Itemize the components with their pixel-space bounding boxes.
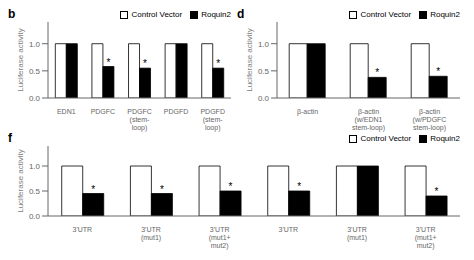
html-text:Roquin2: Roquin2: [430, 134, 460, 143]
svg-text:β-actin(w/PDGFCstem-loop): β-actin(w/PDGFCstem-loop): [413, 108, 447, 132]
svg-text:β-actin: β-actin: [297, 108, 318, 116]
svg-text:1.0: 1.0: [29, 40, 41, 49]
svg-text:0.0: 0.0: [29, 212, 41, 221]
svg-text:3'UTR: 3'UTR: [73, 226, 93, 233]
html-text:d: d: [237, 7, 245, 21]
svg-text:3'UTR(mut1+mut2): 3'UTR(mut1+mut2): [415, 226, 437, 250]
svg-text:3'UTR(mut1): 3'UTR(mut1): [347, 226, 367, 242]
svg-text:1.0: 1.0: [258, 40, 270, 49]
svg-text:0.5: 0.5: [29, 67, 41, 76]
svg-text:*: *: [143, 58, 147, 69]
svg-text:*: *: [297, 181, 301, 192]
svg-text:0.0: 0.0: [29, 94, 41, 103]
svg-text:*: *: [435, 186, 439, 197]
svg-text:3'UTR: 3'UTR: [279, 226, 299, 233]
svg-text:0.5: 0.5: [258, 67, 270, 76]
svg-text:Luciferase activity: Luciferase activity: [16, 149, 25, 213]
svg-text:PDGFC(stem-loop): PDGFC(stem-loop): [127, 108, 152, 132]
svg-text:PDGFD(stem-loop): PDGFD(stem-loop): [200, 108, 225, 132]
svg-text:3'UTR(mut1+mut2): 3'UTR(mut1+mut2): [209, 226, 231, 250]
svg-text:EDN1: EDN1: [57, 108, 76, 115]
svg-text:*: *: [375, 67, 379, 78]
svg-text:0.5: 0.5: [29, 187, 41, 196]
html-text:Control Vector: Control Vector: [131, 10, 183, 19]
svg-text:1.0: 1.0: [29, 162, 41, 171]
html-text:Control Vector: Control Vector: [360, 10, 412, 19]
html-text:Roquin2: Roquin2: [430, 10, 460, 19]
svg-text:*: *: [229, 181, 233, 192]
svg-text:*: *: [91, 184, 95, 195]
svg-text:*: *: [216, 58, 220, 69]
svg-text:*: *: [160, 184, 164, 195]
html-text:b: b: [8, 7, 16, 21]
svg-text:β-actin(w/EDN1stem-loop): β-actin(w/EDN1stem-loop): [352, 108, 385, 132]
svg-text:0.0: 0.0: [258, 94, 270, 103]
svg-text:Luciferase activity: Luciferase activity: [245, 28, 254, 92]
svg-text:*: *: [106, 57, 110, 68]
html-text:f: f: [8, 131, 12, 145]
svg-text:PDGFD: PDGFD: [164, 108, 189, 115]
html-text:Roquin2: Roquin2: [201, 10, 231, 19]
svg-text:3'UTR(mut1): 3'UTR(mut1): [141, 226, 161, 242]
html-text:Control Vector: Control Vector: [360, 134, 412, 143]
svg-text:*: *: [436, 66, 440, 77]
svg-text:Luciferase activity: Luciferase activity: [16, 28, 25, 92]
svg-text:PDGFC: PDGFC: [91, 108, 116, 115]
